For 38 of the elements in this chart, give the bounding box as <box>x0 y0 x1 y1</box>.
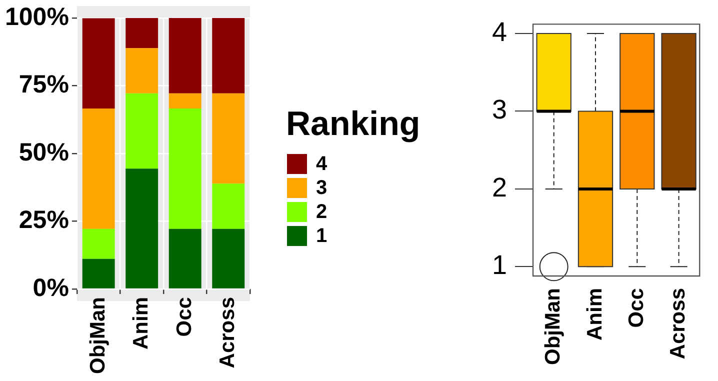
legend-label: 4 <box>316 152 328 176</box>
bar <box>168 108 202 229</box>
bar <box>212 228 245 288</box>
y-tick-label: 1 <box>492 250 508 280</box>
y-tick-label: 50% <box>18 138 69 166</box>
bar <box>212 18 245 94</box>
x-tick-label: Occ <box>624 288 648 328</box>
bar <box>126 168 158 288</box>
x-tick-label: Occ <box>172 296 196 337</box>
y-tick-label: 25% <box>18 206 69 234</box>
y-tick-label: 2 <box>492 172 508 202</box>
bar <box>82 228 115 259</box>
bar <box>168 93 202 109</box>
y-tick-label: 3 <box>492 94 508 125</box>
y-tick-label: 4 <box>492 16 508 47</box>
legend-label: 1 <box>316 224 328 248</box>
y-tick-label: 0% <box>32 274 69 302</box>
bar <box>82 258 115 288</box>
bar <box>168 228 202 288</box>
x-tick-label: Anim <box>130 297 153 350</box>
x-tick-label: Anim <box>583 288 606 341</box>
x-tick-label: Across <box>216 297 240 368</box>
x-tick-label: ObjMan <box>86 297 110 374</box>
bar <box>126 93 158 169</box>
text: 2 <box>316 200 328 224</box>
x-tick-label: Across <box>666 288 690 360</box>
bar <box>82 108 115 229</box>
y-tick-label: 75% <box>18 70 69 99</box>
bar <box>212 93 245 184</box>
bar <box>126 48 158 94</box>
bar <box>212 184 245 229</box>
x-tick-label: ObjMan <box>542 288 565 366</box>
bar <box>168 18 202 94</box>
legend-label: 3 <box>316 176 328 200</box>
legend-title: Ranking <box>286 105 420 144</box>
bar <box>126 18 158 48</box>
y-tick-label: 100% <box>4 2 69 31</box>
bar <box>82 18 115 109</box>
